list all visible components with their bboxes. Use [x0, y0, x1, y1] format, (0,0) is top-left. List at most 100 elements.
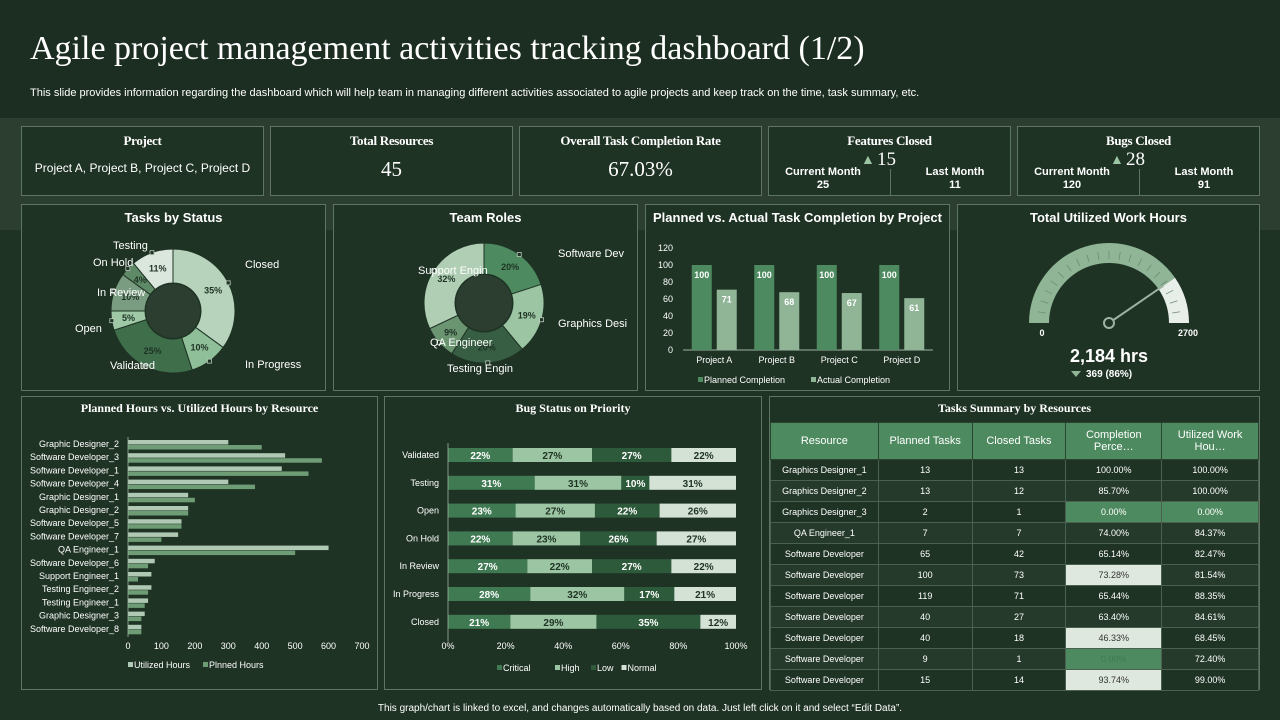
kpi-features-last-label: Last Month	[925, 166, 985, 178]
gauge-min-label: 0	[1039, 328, 1044, 338]
data-label: 21%	[695, 590, 715, 601]
table-cell: 68.45%	[1161, 627, 1259, 649]
table-cell: Graphics Designer_3	[770, 501, 879, 523]
team-roles-panel[interactable]: Team Roles 20% Software Dev 19% Graphics De…	[333, 204, 638, 391]
panel-title: Team Roles	[449, 210, 522, 225]
panel-title: Planned Hours vs. Utilized Hours by Reso…	[80, 401, 319, 415]
slice-label: 35%	[204, 286, 222, 296]
table-cell: 65.44%	[1065, 585, 1163, 607]
bar	[128, 616, 142, 622]
bar	[128, 545, 329, 551]
table-row[interactable]: Graphics Designer_3 2 1 0.00% 0.00%	[770, 501, 1259, 523]
bar	[128, 445, 262, 450]
table-cell: 100	[877, 564, 973, 586]
bug-status-panel[interactable]: Bug Status on Priority Validated 22% 27% 27…	[384, 396, 762, 690]
table-cell: 7	[971, 522, 1067, 544]
table-row[interactable]: Software Developer 119 71 65.44% 88.35%	[770, 585, 1259, 607]
bar-segment	[621, 475, 650, 490]
data-label: 12%	[708, 618, 728, 629]
bar	[128, 453, 286, 458]
kpi-completion-card[interactable]: Overall Task Completion Rate 67.03%	[519, 126, 762, 196]
gauge-hub	[1103, 317, 1115, 329]
table-cell: Software Developer	[770, 606, 879, 628]
bar	[754, 265, 775, 350]
y-tick-label: 0	[668, 345, 673, 355]
pie-slice	[132, 248, 174, 291]
kpi-bugs-card[interactable]: Bugs Closed ▲ 28 Current Month 120 Last M…	[1017, 126, 1260, 196]
data-label: 23%	[536, 534, 556, 545]
legend-label: Low	[597, 663, 614, 673]
planned-vs-utilized-panel[interactable]: Planned Hours vs. Utilized Hours by Reso…	[21, 396, 378, 690]
column-header[interactable]: Closed Tasks	[971, 422, 1067, 460]
category-label: Support Engineer_1	[39, 571, 119, 581]
data-label: 27%	[542, 451, 562, 462]
column-header[interactable]: Completion Perce…	[1065, 422, 1163, 460]
pie-slice	[113, 319, 193, 374]
category-label: Software Developer_4	[30, 479, 119, 489]
kpi-project-card[interactable]: Project Project A, Project B, Project C,…	[21, 126, 264, 196]
data-label: 27%	[622, 562, 642, 573]
kpi-bugs-current-label: Current Month	[1034, 166, 1110, 178]
table-cell: 73.28%	[1065, 564, 1163, 586]
data-label: 26%	[688, 507, 708, 518]
legend-label: Planned Completion	[704, 375, 785, 385]
panel-title: Tasks by Status	[124, 210, 223, 225]
table-row[interactable]: Software Developer 9 1 0.00% 72.40%	[770, 648, 1259, 670]
data-label: 10%	[625, 479, 645, 490]
x-tick-label: 200	[187, 641, 202, 651]
category-label: Graphics Desi	[558, 318, 627, 330]
slice-label: 32%	[437, 274, 455, 284]
table-row[interactable]: Graphics Designer_2 13 12 85.70% 100.00%	[770, 480, 1259, 502]
table-row[interactable]: Software Developer 65 42 65.14% 82.47%	[770, 543, 1259, 565]
gauge-tick	[1066, 264, 1072, 272]
table-cell: 13	[877, 459, 973, 481]
table-cell: Graphics Designer_2	[770, 480, 879, 502]
work-hours-panel[interactable]: Total Utilized Work Hours 0 2700 2,184 hrs…	[957, 204, 1260, 391]
bar-segment	[592, 448, 672, 462]
bar	[128, 458, 322, 463]
gauge-tick	[1037, 311, 1046, 314]
table-cell: 82.47%	[1161, 543, 1259, 565]
page-title: Agile project management activities trac…	[30, 30, 865, 67]
slice-label: 5%	[122, 313, 135, 323]
table-cell: 65.14%	[1065, 543, 1163, 565]
planned-vs-utilized-chart: Graphic Designer_2 Software Developer_3 So…	[30, 437, 370, 670]
table-cell: 81.54%	[1161, 564, 1259, 586]
tasks-summary-panel[interactable]: Tasks Summary by Resources Resource Plann…	[769, 396, 1260, 691]
leader-marker	[109, 318, 115, 324]
bar	[841, 293, 862, 350]
legend-swatch	[497, 665, 502, 670]
legend-swatch	[128, 662, 133, 667]
bar-segment	[530, 587, 625, 601]
kpi-resources-card[interactable]: Total Resources 45	[270, 126, 513, 196]
data-label: 22%	[470, 534, 490, 545]
y-tick-label: 60	[663, 294, 673, 304]
table-row[interactable]: Software Developer 15 14 93.74% 99.00%	[770, 669, 1259, 691]
column-header[interactable]: Resource	[770, 422, 879, 460]
column-header[interactable]: Utilized Work Hou…	[1161, 422, 1259, 460]
table-row[interactable]: QA Engineer_1 7 7 74.00% 84.37%	[770, 522, 1259, 544]
category-label: Support Engin	[418, 265, 488, 277]
table-row[interactable]: Software Developer 40 18 46.33% 68.45%	[770, 627, 1259, 649]
x-tick-label: 60%	[612, 641, 630, 651]
bar	[128, 532, 179, 537]
category-label: In Review	[97, 287, 145, 299]
x-tick-label: 100	[154, 641, 169, 651]
pie-slice	[172, 248, 236, 349]
slice-label: 19%	[518, 310, 536, 320]
slice-label: 10%	[121, 292, 139, 302]
data-label: 22%	[694, 562, 714, 573]
tasks-by-status-panel[interactable]: Tasks by Status 35% Closed 10% In Progress 2…	[21, 204, 326, 391]
planned-vs-actual-panel[interactable]: Planned vs. Actual Task Completion by Pr…	[645, 204, 950, 391]
gauge-tick	[1044, 289, 1053, 295]
bar	[128, 598, 149, 603]
kpi-features-card[interactable]: Features Closed ▲ 15 Current Month 25 Las…	[768, 126, 1011, 196]
column-header[interactable]: Planned Tasks	[877, 422, 973, 460]
category-label: Testing Engin	[447, 363, 513, 375]
table-row[interactable]: Graphics Designer_1 13 13 100.00% 100.00%	[770, 459, 1259, 481]
table-row[interactable]: Software Developer 40 27 63.40% 84.61%	[770, 606, 1259, 628]
table-row[interactable]: Software Developer 100 73 73.28% 81.54%	[770, 564, 1259, 586]
donut-hole	[456, 275, 512, 331]
bar	[128, 492, 189, 498]
pie-slice	[423, 242, 485, 330]
